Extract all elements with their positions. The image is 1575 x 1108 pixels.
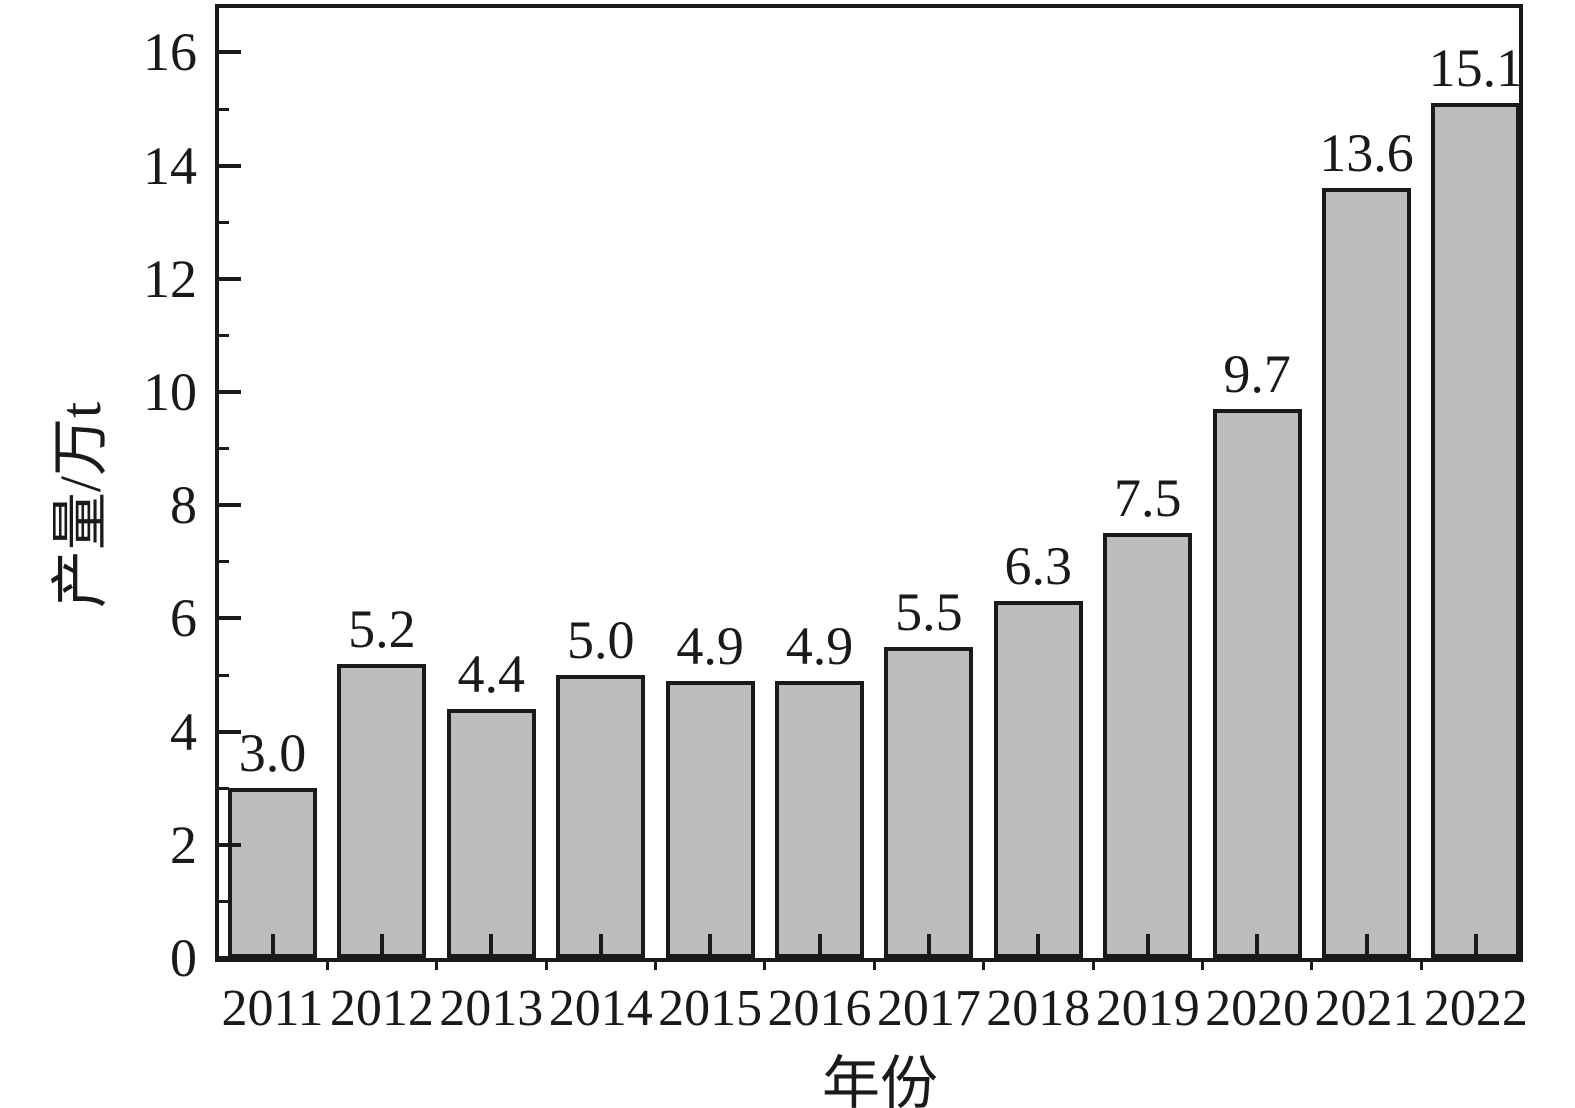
bar-2013 [446, 709, 536, 958]
x-tick-label-2015: 2015 [658, 980, 763, 1037]
y-tick-label-16: 16 [143, 22, 197, 83]
x-tick-label-2011: 2011 [221, 980, 324, 1037]
y-minor-tick [219, 333, 229, 337]
x-major-tick [1473, 934, 1478, 958]
y-major-tick [219, 616, 241, 621]
bar-value-label: 5.5 [895, 582, 963, 642]
x-tick-label-2022: 2022 [1423, 980, 1528, 1037]
x-tick-label-2018: 2018 [986, 980, 1091, 1037]
x-minor-tick [1091, 962, 1095, 970]
bar-2020 [1212, 409, 1302, 958]
bar-value-label: 4.4 [457, 644, 526, 704]
x-minor-tick [435, 962, 439, 970]
y-major-tick [219, 390, 241, 394]
y-minor-tick [219, 786, 229, 790]
bar-value-label: 4.9 [785, 616, 854, 676]
x-minor-tick [1310, 962, 1314, 970]
bar-value-label: 5.2 [348, 599, 416, 659]
x-tick-label-2012: 2012 [329, 980, 434, 1037]
x-tick-label-2017: 2017 [876, 980, 981, 1037]
x-tick-label-2019: 2019 [1095, 980, 1200, 1037]
bar-2012 [337, 664, 427, 958]
x-major-tick [1145, 934, 1150, 958]
x-minor-tick [1419, 962, 1423, 970]
plot-area [215, 4, 1523, 962]
x-minor-tick [325, 962, 329, 970]
bar-value-label: 3.0 [238, 723, 307, 783]
y-minor-tick [219, 673, 229, 677]
x-major-tick [598, 934, 603, 958]
x-major-tick [708, 934, 713, 958]
y-minor-tick [219, 107, 229, 111]
x-major-tick [1036, 934, 1041, 958]
x-axis-title: 年份 [821, 1051, 938, 1108]
y-tick-label-4: 4 [170, 701, 197, 762]
y-major-tick [219, 276, 241, 281]
bar-value-label: 13.6 [1319, 123, 1414, 183]
y-tick-label-0: 0 [170, 928, 197, 988]
bar-2018 [993, 601, 1083, 958]
bar-value-label: 7.5 [1113, 468, 1182, 528]
x-major-tick [270, 934, 275, 958]
x-major-tick [1364, 934, 1369, 958]
bar-2019 [1103, 533, 1193, 958]
y-tick-label-10: 10 [143, 362, 197, 422]
y-major-tick [219, 956, 241, 960]
y-tick-label-6: 6 [170, 588, 197, 649]
x-tick-label-2016: 2016 [767, 980, 872, 1037]
y-major-tick [219, 729, 241, 734]
y-major-tick [219, 50, 241, 55]
bar-2021 [1322, 188, 1411, 958]
bar-2016 [775, 681, 864, 958]
bar-value-label: 6.3 [1004, 536, 1073, 596]
y-minor-tick [219, 447, 229, 451]
x-tick-label-2014: 2014 [548, 980, 653, 1037]
y-axis-title: 产量/万t [48, 401, 113, 609]
x-minor-tick [544, 962, 548, 970]
y-tick-label-14: 14 [143, 135, 197, 196]
bar-2022 [1431, 103, 1521, 958]
y-major-tick [219, 163, 241, 168]
y-minor-tick [219, 899, 229, 903]
x-major-tick [379, 934, 384, 958]
y-tick-label-8: 8 [170, 475, 197, 536]
x-tick-label-2013: 2013 [439, 980, 544, 1037]
bar-value-label: 4.9 [676, 616, 744, 676]
x-minor-tick [763, 962, 767, 970]
bar-2017 [884, 647, 974, 958]
y-minor-tick [219, 560, 229, 564]
x-minor-tick [982, 962, 986, 970]
x-major-tick [817, 934, 822, 958]
x-tick-label-2020: 2020 [1205, 980, 1310, 1037]
x-major-tick [926, 934, 931, 958]
x-minor-tick [1200, 962, 1204, 970]
bar-2014 [556, 675, 646, 958]
bar-value-label: 9.7 [1223, 344, 1291, 404]
y-minor-tick [219, 220, 229, 224]
bar-value-label: 5.0 [566, 610, 635, 670]
bar-2011 [228, 788, 317, 958]
x-major-tick [1255, 934, 1260, 958]
x-major-tick [489, 934, 494, 958]
y-tick-label-12: 12 [143, 248, 197, 309]
y-major-tick [219, 503, 241, 508]
y-major-tick [219, 842, 241, 847]
x-minor-tick [653, 962, 657, 970]
x-minor-tick [872, 962, 876, 970]
bar-value-label: 15.1 [1428, 38, 1524, 98]
bar-2015 [665, 681, 755, 958]
x-tick-label-2021: 2021 [1314, 980, 1419, 1037]
y-tick-label-2: 2 [170, 814, 197, 875]
